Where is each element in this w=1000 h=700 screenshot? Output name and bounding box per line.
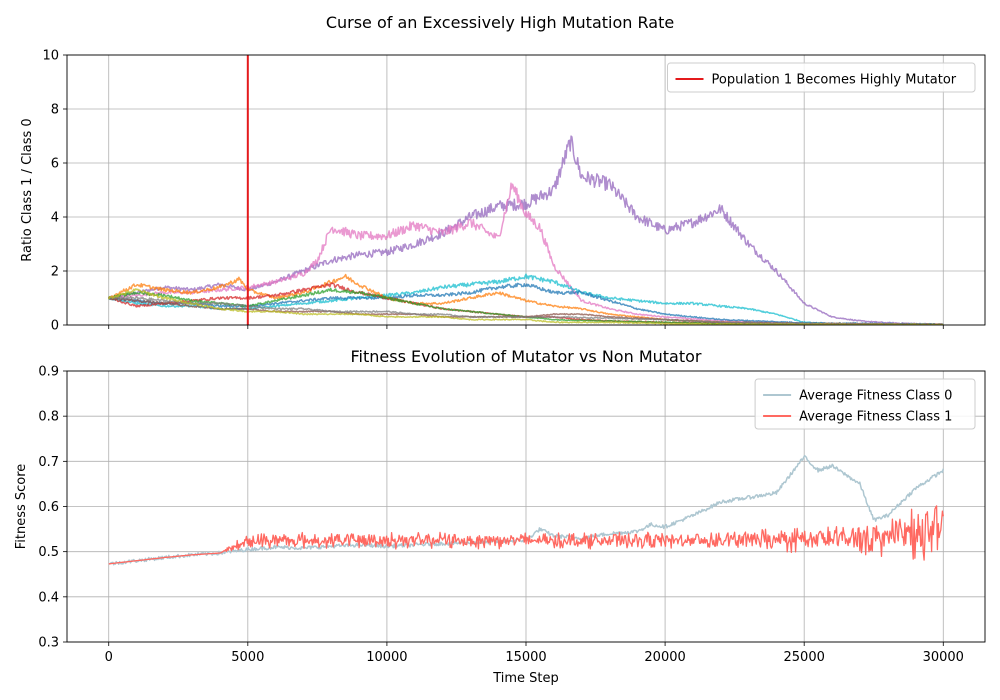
ratio-y-tick-label-0: 0 — [51, 319, 59, 334]
fitness-series-line-1 — [108, 505, 944, 565]
panel-fitness: 0 5000 10000 15000 20000 25000 30000 0.3 0.4 0.5 0… — [14, 347, 986, 686]
panel-ratio: 0 2 4 6 8 10 Ratio Class 1 / Class 0 Population… — [20, 49, 986, 334]
ratio-y-tick-label-2: 4 — [51, 211, 59, 226]
fitness-axes-frame — [66, 370, 986, 643]
ratio-legend-label-0: Population 1 Becomes Highly Mutator — [712, 73, 957, 88]
fitness-x-tick-label-0: 0 — [105, 650, 113, 665]
fitness-x-tick-label-5: 25000 — [784, 650, 825, 665]
fitness-y-axis-label: Fitness Score — [14, 464, 29, 550]
fitness-y-tick-label-5: 0.8 — [38, 410, 59, 425]
fitness-axes-title: Fitness Evolution of Mutator vs Non Muta… — [351, 347, 702, 366]
ratio-y-axis-label: Ratio Class 1 / Class 0 — [20, 118, 35, 261]
fitness-legend: Average Fitness Class 0 Average Fitness C… — [754, 378, 976, 430]
fitness-x-tick-label-6: 30000 — [923, 650, 964, 665]
fitness-legend-label-1: Average Fitness Class 1 — [799, 410, 952, 425]
fitness-legend-label-0: Average Fitness Class 0 — [799, 389, 952, 404]
fitness-y-tick-label-0: 0.3 — [38, 636, 59, 651]
ratio-y-tick-label-3: 6 — [51, 157, 59, 172]
fitness-x-tick-label-4: 20000 — [644, 650, 685, 665]
fitness-x-tick-label-2: 10000 — [366, 650, 407, 665]
fitness-y-tick-label-4: 0.7 — [38, 455, 59, 470]
ratio-legend: Population 1 Becomes Highly Mutator — [667, 62, 976, 93]
fitness-x-tick-label-3: 15000 — [505, 650, 546, 665]
ratio-y-tick-label-1: 2 — [51, 265, 59, 280]
fitness-y-tick-label-3: 0.6 — [38, 500, 59, 515]
fitness-x-tick-label-1: 5000 — [231, 650, 264, 665]
ratio-y-tick-label-4: 8 — [51, 103, 59, 118]
fitness-x-axis-label: Time Step — [492, 671, 559, 686]
fitness-y-tick-label-1: 0.4 — [38, 590, 59, 605]
fitness-y-tick-label-2: 0.5 — [38, 545, 59, 560]
figure-suptitle: Curse of an Excessively High Mutation Ra… — [326, 13, 674, 32]
fitness-y-tick-label-6: 0.9 — [38, 365, 59, 380]
ratio-y-tick-label-5: 10 — [42, 49, 59, 64]
ratio-axes-frame — [66, 54, 986, 326]
